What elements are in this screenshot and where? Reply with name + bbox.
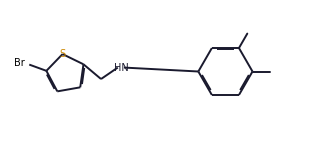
Text: HN: HN xyxy=(114,63,128,73)
Text: Br: Br xyxy=(14,58,25,68)
Text: S: S xyxy=(60,49,66,59)
